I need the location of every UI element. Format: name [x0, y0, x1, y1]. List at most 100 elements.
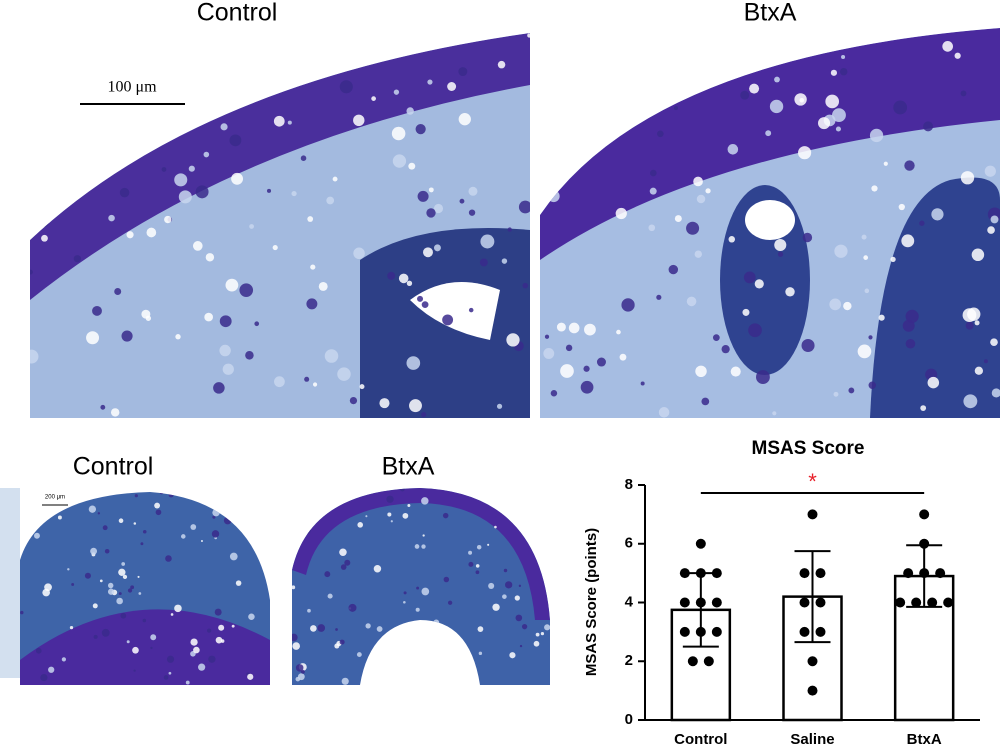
- cell: [84, 95, 93, 104]
- cell: [46, 59, 51, 64]
- cell: [34, 122, 40, 128]
- data-point: [799, 597, 810, 608]
- cell: [832, 108, 846, 123]
- cell: [415, 124, 426, 135]
- cell: [292, 642, 300, 650]
- cell: [300, 508, 308, 516]
- cell: [206, 628, 212, 633]
- cell: [501, 258, 508, 264]
- histology-bottom-left: [20, 492, 270, 685]
- cell: [114, 288, 122, 295]
- cell: [168, 671, 172, 675]
- cell: [506, 333, 520, 347]
- cell: [310, 264, 316, 270]
- cell: [883, 161, 888, 166]
- cell: [23, 514, 29, 521]
- cell: [417, 295, 424, 302]
- cell: [312, 382, 318, 387]
- cell: [243, 52, 257, 67]
- cell: [848, 387, 855, 394]
- cell: [540, 632, 545, 636]
- cell: [521, 624, 528, 630]
- cell: [30, 349, 39, 364]
- cell: [99, 579, 103, 583]
- cell: [69, 625, 74, 630]
- cell: [90, 547, 98, 555]
- cell: [297, 522, 302, 527]
- cell: [409, 399, 422, 413]
- cell: [584, 102, 596, 114]
- cell: [841, 54, 846, 60]
- data-point: [895, 597, 906, 608]
- cell: [174, 604, 182, 613]
- cell: [337, 66, 343, 72]
- cell: [987, 226, 995, 234]
- cell: [268, 53, 275, 59]
- cell: [61, 657, 67, 662]
- cell: [942, 41, 954, 52]
- cell: [30, 199, 36, 211]
- cell: [574, 29, 589, 44]
- cell: [765, 130, 772, 137]
- cell: [20, 610, 24, 615]
- cell: [332, 176, 338, 182]
- cell: [163, 675, 169, 680]
- cell: [518, 584, 522, 587]
- cell: [334, 643, 340, 649]
- cell: [650, 169, 657, 177]
- cell: [548, 107, 556, 115]
- cell: [371, 96, 376, 101]
- cell: [742, 308, 750, 316]
- cell: [292, 512, 295, 516]
- cell: [185, 680, 190, 685]
- cell: [893, 100, 908, 115]
- cell: [543, 348, 555, 359]
- cell: [799, 97, 805, 103]
- cell: [406, 107, 414, 115]
- cell: [35, 647, 42, 654]
- cell: [248, 613, 255, 621]
- cell: [496, 403, 503, 409]
- cell: [825, 94, 840, 109]
- cell: [433, 244, 441, 252]
- cell: [480, 234, 495, 249]
- cell: [693, 176, 703, 187]
- cell: [222, 39, 228, 46]
- cell: [421, 682, 426, 685]
- cell: [138, 592, 142, 595]
- cell: [701, 397, 710, 406]
- data-point: [919, 509, 930, 520]
- cell: [839, 67, 848, 76]
- cell: [878, 314, 885, 321]
- cell: [229, 552, 238, 561]
- cell: [247, 673, 254, 680]
- y-tick-label: 2: [625, 652, 633, 669]
- cell: [468, 186, 478, 196]
- cell: [477, 626, 484, 632]
- cell: [497, 60, 506, 69]
- scale-label: 100 μm: [107, 79, 157, 96]
- cell: [962, 308, 977, 323]
- histology-top-left: [30, 33, 530, 418]
- cell: [798, 146, 812, 160]
- growth-plate: [20, 609, 270, 685]
- cell: [245, 351, 254, 360]
- cell: [504, 581, 513, 589]
- cell: [541, 88, 554, 101]
- cell: [754, 279, 764, 289]
- data-point: [911, 597, 922, 608]
- cell: [868, 335, 873, 340]
- cell: [215, 636, 223, 644]
- cell: [476, 544, 482, 550]
- cell: [416, 586, 420, 590]
- cell: [178, 190, 192, 204]
- cell: [304, 527, 311, 534]
- data-point: [815, 597, 826, 608]
- cell: [923, 121, 934, 132]
- cell: [984, 165, 996, 177]
- cell: [225, 278, 239, 292]
- cell: [478, 651, 483, 656]
- cell: [318, 281, 328, 291]
- cell: [132, 646, 139, 654]
